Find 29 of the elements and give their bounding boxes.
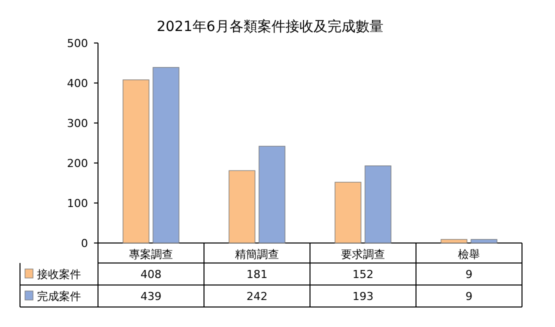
bar xyxy=(334,182,362,244)
legend-label: 接收案件 xyxy=(37,268,81,281)
data-label: 9 xyxy=(466,268,472,281)
bar xyxy=(364,166,392,244)
chart-title: 2021年6月各類案件接收及完成數量 xyxy=(156,18,384,35)
y-tick-label: 500 xyxy=(67,37,88,50)
bar xyxy=(470,239,498,244)
data-label: 152 xyxy=(352,268,374,281)
legend-label: 完成案件 xyxy=(37,290,81,303)
y-tick-label: 200 xyxy=(67,157,88,170)
data-label: 439 xyxy=(140,290,162,303)
data-label: 9 xyxy=(466,290,472,303)
data-label: 242 xyxy=(246,290,268,303)
bar xyxy=(122,80,150,244)
y-tick-label: 0 xyxy=(81,237,88,250)
y-tick-label: 400 xyxy=(67,77,88,90)
x-tick-label: 要求調查 xyxy=(341,248,385,261)
x-tick-label: 精簡調查 xyxy=(235,248,279,261)
x-tick-label: 專案調查 xyxy=(129,248,173,261)
y-tick-label: 100 xyxy=(67,197,88,210)
data-label: 193 xyxy=(352,290,374,303)
bar xyxy=(152,67,180,244)
bar xyxy=(228,170,256,244)
y-tick-label: 300 xyxy=(67,117,88,130)
bar xyxy=(440,239,468,244)
data-label: 408 xyxy=(140,268,162,281)
x-tick-label: 檢舉 xyxy=(458,248,480,261)
bar xyxy=(258,146,286,244)
data-label: 181 xyxy=(246,268,268,281)
